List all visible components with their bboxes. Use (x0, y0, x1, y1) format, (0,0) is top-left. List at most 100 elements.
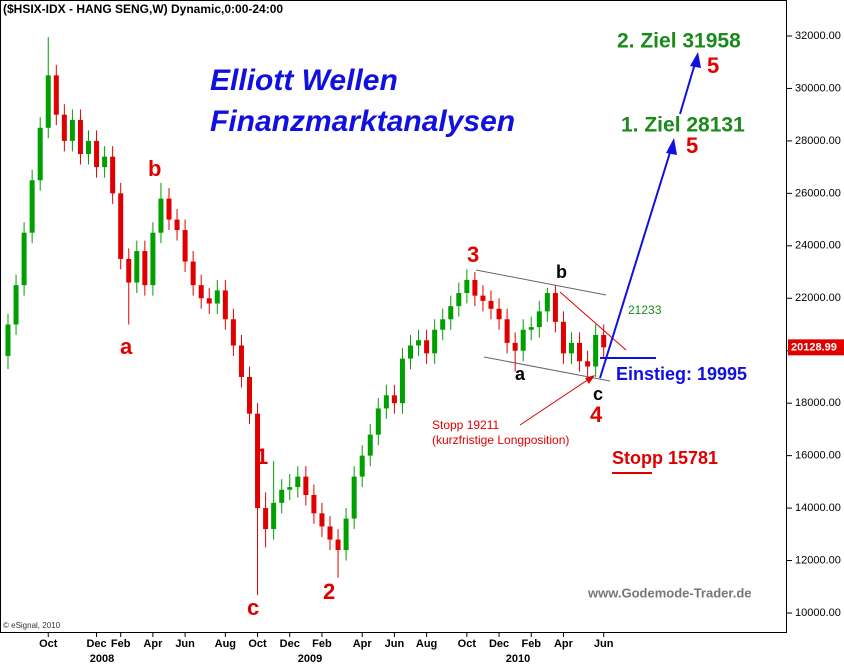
headline: Finanzmarktanalysen (210, 105, 515, 138)
candle-body (488, 300, 494, 309)
candle-body (134, 251, 140, 283)
candle-body (150, 232, 156, 286)
candle-body (408, 345, 413, 359)
trend-line (559, 291, 627, 351)
candle-body (585, 361, 591, 367)
channel-line (475, 269, 607, 296)
x-tick-label: Oct (458, 638, 477, 650)
candle-body (271, 502, 277, 530)
candle-body (569, 342, 574, 354)
wave-label: 3 (467, 242, 479, 267)
last-price-label: 20128.99 (791, 341, 837, 353)
candle-body (61, 114, 67, 141)
x-tick-label: Dec (280, 638, 300, 650)
candle-body (222, 290, 228, 320)
candle-body (593, 334, 599, 367)
source: www.Godemode-Trader.de (587, 585, 752, 600)
candle-body (577, 342, 583, 362)
candle-body (118, 193, 124, 259)
candle-body (198, 285, 204, 299)
candle-body (53, 75, 59, 115)
wave-label: b (556, 262, 567, 282)
arrow-head (690, 52, 701, 68)
wave-label: c (593, 384, 603, 404)
wave-label: b (148, 156, 161, 181)
x-tick-label: Jun (385, 638, 405, 650)
headline: Elliott Wellen (210, 64, 398, 97)
y-tick-label: 16000.00 (795, 450, 841, 462)
wave-label: 4 (590, 402, 603, 427)
candle-body (190, 261, 196, 286)
candle-body (21, 232, 27, 286)
candle-body (29, 180, 35, 233)
candle-body (303, 476, 309, 495)
year-label: 2008 (90, 653, 114, 665)
candle-body (37, 127, 43, 181)
arrow-head (666, 138, 677, 155)
candle-body (214, 290, 220, 304)
candle-body (367, 434, 373, 456)
candle-body (383, 395, 389, 409)
candle-body (182, 230, 188, 262)
x-tick-label: Jun (594, 638, 614, 650)
candle-body (5, 324, 11, 356)
candle-body (263, 508, 269, 530)
candle-body (496, 308, 502, 320)
x-tick-label: Apr (353, 638, 373, 650)
candle-body (77, 119, 83, 155)
candle-body (86, 140, 91, 155)
candle-body (552, 293, 558, 322)
candle-body (391, 395, 397, 404)
annotation-lines (475, 52, 701, 474)
y-tick-label: 32000.00 (795, 30, 841, 42)
copyright: © eSignal, 2010 (3, 621, 61, 630)
x-tick-label: Aug (215, 638, 236, 650)
candle-body (472, 279, 478, 296)
wave-label: 1 (256, 444, 268, 469)
x-tick-label: Feb (111, 638, 131, 650)
candle-body (512, 342, 518, 351)
wave-label: a (515, 364, 526, 384)
x-tick-label: Feb (521, 638, 541, 650)
y-tick-label: 26000.00 (795, 187, 841, 199)
y-tick-label: 24000.00 (795, 240, 841, 252)
candle-body (416, 340, 422, 346)
x-tick-label: Dec (86, 638, 106, 650)
candle-body (351, 476, 357, 519)
candle-body (480, 295, 486, 301)
candle-body (375, 408, 381, 435)
candle-body (536, 311, 542, 328)
y-tick-label: 22000.00 (795, 292, 841, 304)
candle-body (206, 298, 212, 304)
stop-label: Stopp 15781 (612, 448, 718, 468)
wave-label: 2 (323, 579, 335, 604)
candle-body (230, 319, 236, 346)
candle-body (287, 487, 293, 490)
x-tick-label: Jun (175, 638, 195, 650)
candle-body (13, 285, 19, 325)
candle-body (102, 156, 108, 168)
wave-label: a (120, 334, 133, 359)
year-label: 2010 (506, 653, 530, 665)
candle-body (319, 513, 325, 527)
x-tick-label: Oct (248, 638, 267, 650)
candle-body (45, 75, 51, 128)
candle-body (69, 119, 75, 141)
candle-body (432, 329, 438, 354)
candle-body (520, 329, 526, 351)
candle-body (456, 293, 462, 307)
arrow-head (585, 375, 595, 384)
wave-label: 5 (686, 133, 698, 158)
wave-label: 5 (707, 53, 719, 78)
y-tick-label: 28000.00 (795, 135, 841, 147)
last-price-box (788, 339, 844, 356)
x-tick-label: Apr (143, 638, 163, 650)
y-tick-label: 14000.00 (795, 502, 841, 514)
plot-frame (0, 0, 787, 633)
candle-body (279, 489, 285, 503)
candle-body (464, 279, 470, 294)
target-label: 1. Ziel 28131 (621, 114, 745, 137)
candle-body (343, 518, 349, 551)
y-tick-label: 18000.00 (795, 397, 841, 409)
